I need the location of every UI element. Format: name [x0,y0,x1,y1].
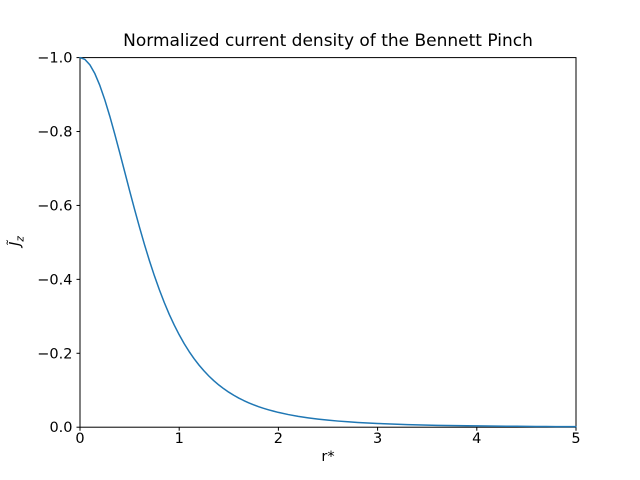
x-axis-label: r* [321,449,335,465]
x-tick-label: 2 [274,431,283,447]
x-tick-label: 4 [472,431,481,447]
y-axis-label-symbol: J̃ [7,241,24,246]
y-axis-label: J̃z [8,236,27,246]
y-axis-label-subscript: z [14,236,27,242]
y-tick-label: −0.4 [37,272,72,288]
x-tick-label: 1 [175,431,184,447]
y-tick-label: −0.6 [37,198,72,214]
y-tick-label: −0.8 [37,125,72,141]
x-tick-label: 5 [571,431,580,447]
axes-spines [79,57,577,428]
x-tick-label: 0 [75,431,84,447]
chart-title: Normalized current density of the Bennet… [123,31,533,51]
x-tick-label: 3 [373,431,382,447]
y-tick-label: −1.0 [37,51,72,67]
bennett-pinch-curve [79,56,577,428]
y-tick-label: 0.0 [49,420,72,436]
y-tick-label: −0.2 [37,346,72,362]
